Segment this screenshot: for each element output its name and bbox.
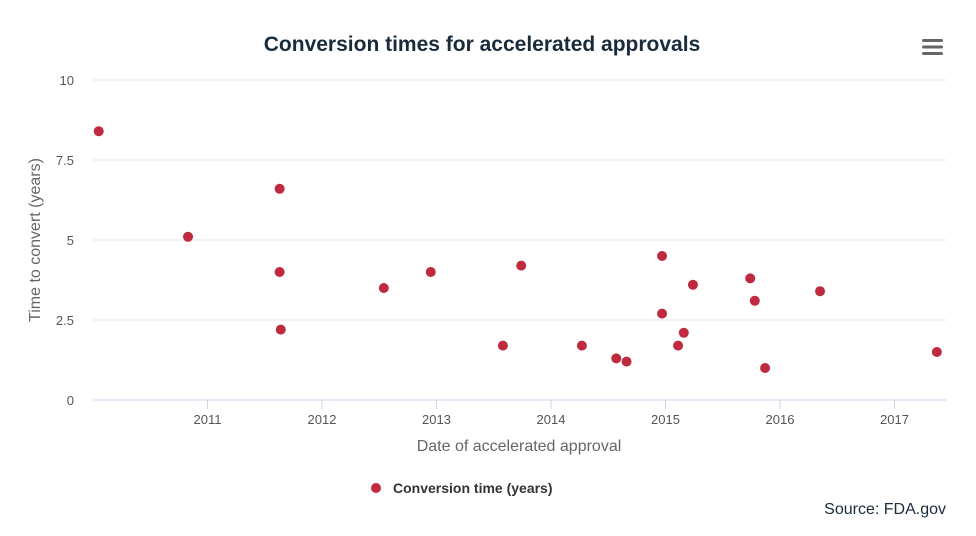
hamburger-menu-icon[interactable] (918, 34, 948, 60)
legend[interactable]: Conversion time (years) (371, 480, 553, 496)
data-point (621, 356, 632, 367)
y-axis-title: Time to convert (years) (27, 158, 44, 322)
chart-title: Conversion times for accelerated approva… (264, 33, 701, 56)
data-point (687, 279, 698, 290)
data-point (931, 347, 942, 357)
data-point (657, 251, 668, 261)
x-tick-label: 2016 (766, 412, 795, 427)
y-tick-label: 10 (60, 73, 74, 88)
data-point (611, 353, 622, 364)
x-axis-ticks: 2011 2012 2013 2014 2015 2016 2017 (194, 400, 909, 427)
data-point (274, 183, 285, 194)
x-tick-label: 2011 (194, 412, 222, 427)
x-tick-label: 2017 (880, 412, 909, 427)
data-point (378, 283, 389, 293)
data-point (678, 327, 689, 338)
x-tick-label: 2014 (537, 412, 566, 427)
data-point (673, 340, 684, 351)
y-axis-ticks: 0 2.5 5 7.5 10 (56, 73, 74, 408)
source-credit: Source: FDA.gov (824, 501, 946, 518)
legend-marker (371, 483, 381, 493)
y-tick-label: 5 (67, 233, 74, 248)
legend-label[interactable]: Conversion time (years) (393, 480, 553, 496)
data-point (425, 267, 436, 277)
data-point (274, 267, 285, 277)
y-tick-label: 7.5 (56, 153, 74, 168)
x-tick-label: 2012 (308, 412, 337, 427)
data-point (183, 231, 194, 242)
data-point (749, 295, 760, 306)
x-tick-label: 2015 (651, 412, 680, 427)
data-point (93, 126, 104, 137)
data-point (275, 324, 286, 335)
data-point (497, 340, 508, 351)
y-tick-label: 2.5 (56, 313, 74, 328)
data-points (93, 126, 942, 373)
gridlines (93, 79, 946, 321)
data-point (815, 286, 826, 297)
y-tick-label: 0 (67, 393, 74, 408)
data-point (745, 273, 756, 284)
data-point (760, 363, 771, 373)
x-axis-title: Date of accelerated approval (417, 438, 622, 455)
data-point (516, 260, 527, 271)
data-point (657, 308, 668, 319)
x-tick-label: 2013 (422, 412, 451, 427)
data-point (576, 340, 587, 351)
